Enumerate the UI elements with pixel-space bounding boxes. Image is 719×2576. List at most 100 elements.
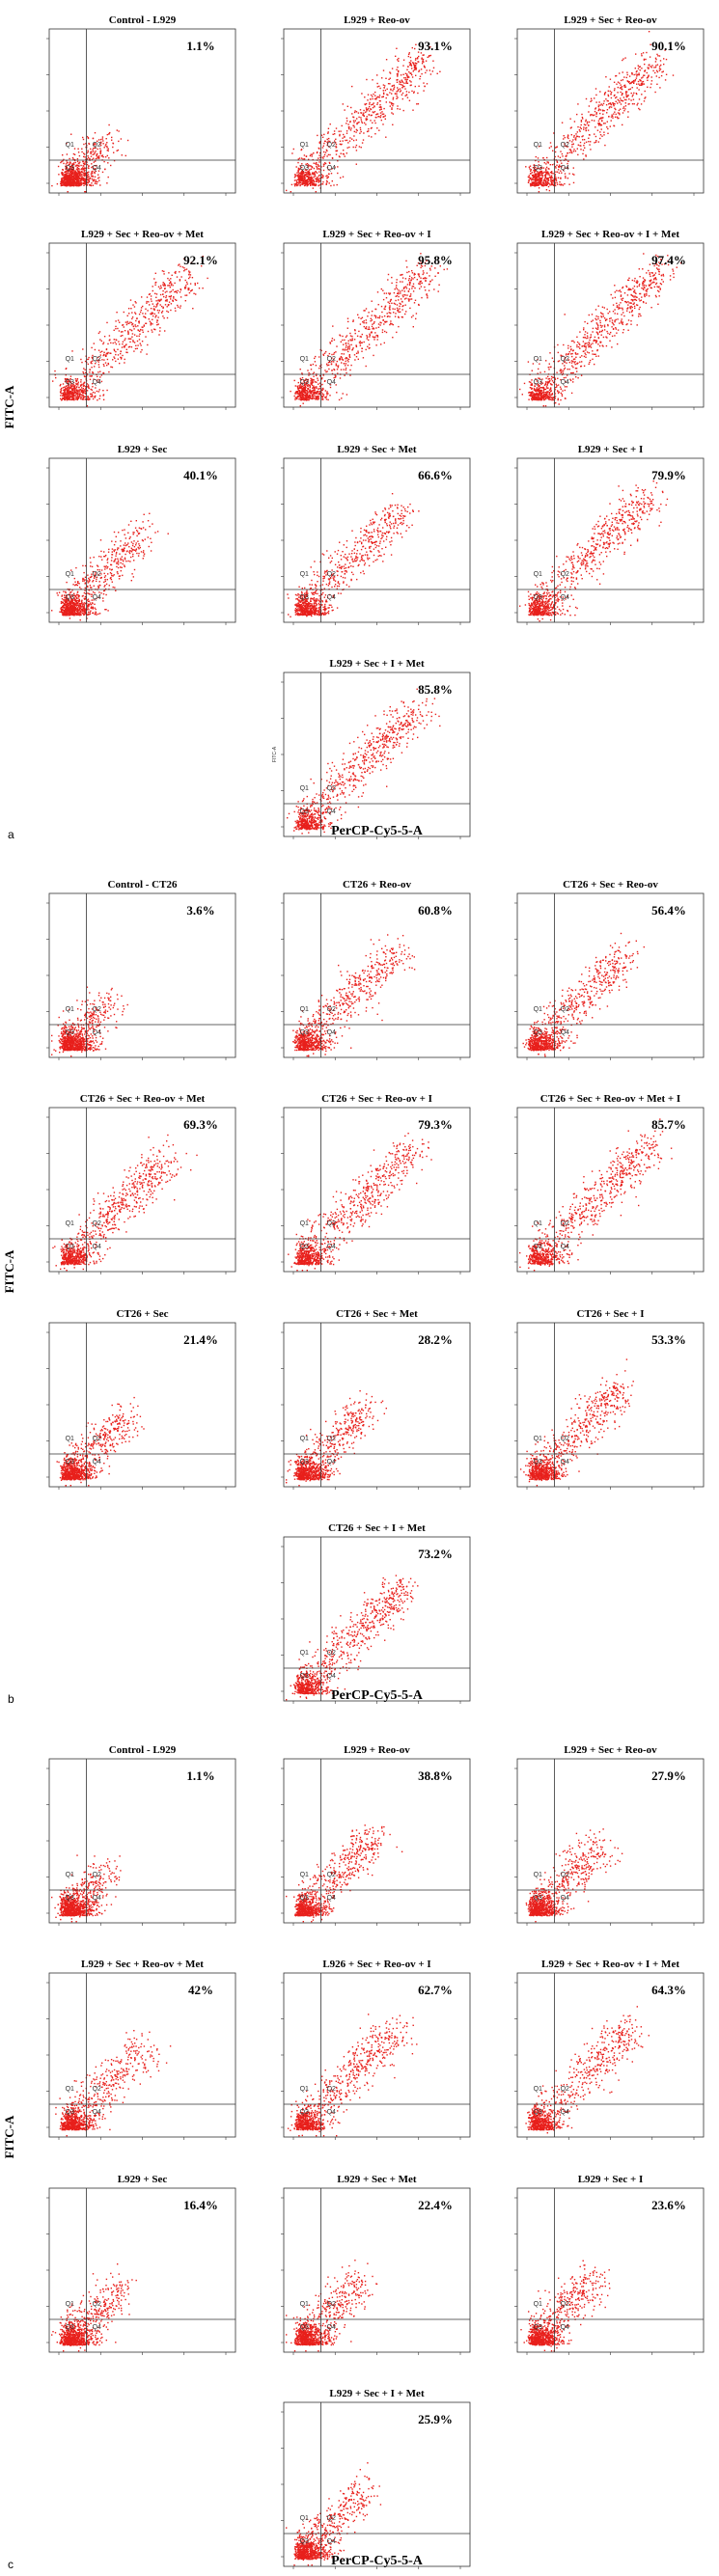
event-dot (84, 171, 85, 172)
event-dot (385, 90, 386, 91)
event-dot (364, 96, 365, 97)
event-dot (556, 180, 557, 181)
event-dot (569, 152, 570, 153)
event-dot (99, 339, 100, 340)
event-dot (357, 130, 358, 131)
event-dot (415, 63, 416, 64)
event-dot (132, 342, 133, 343)
event-dot (106, 146, 107, 147)
event-dot (314, 183, 315, 184)
event-dot (92, 386, 93, 387)
event-dot (81, 174, 82, 175)
percent-label: 1.1% (186, 39, 214, 53)
plot-title: Control - L929 (109, 14, 177, 26)
event-dot (551, 184, 552, 185)
event-dot (533, 179, 534, 180)
event-dot (639, 67, 640, 68)
event-dot (101, 359, 102, 360)
event-dot (70, 185, 71, 186)
event-dot (366, 109, 367, 110)
event-dot (542, 185, 543, 186)
quadrant-label-q4: Q4 (327, 165, 336, 172)
event-dot (375, 117, 376, 118)
event-dot (84, 191, 85, 192)
event-dot (81, 149, 82, 150)
event-dot (607, 122, 608, 123)
event-dot (403, 86, 404, 87)
event-dot (559, 184, 560, 185)
event-dot (98, 333, 99, 334)
event-dot (628, 103, 629, 104)
quadrant-label-q3: Q3 (300, 165, 309, 172)
event-dot (62, 397, 63, 398)
event-dot (184, 295, 185, 296)
event-dot (580, 149, 581, 150)
event-dot (139, 322, 140, 323)
event-dot (339, 156, 340, 157)
event-dot (317, 167, 318, 168)
event-dot (396, 94, 397, 95)
event-dot (394, 85, 395, 86)
event-dot (188, 278, 189, 279)
event-dot (411, 68, 412, 69)
event-dot (653, 67, 654, 68)
event-dot (381, 77, 382, 78)
event-dot (296, 182, 297, 183)
event-dot (81, 362, 82, 363)
event-dot (103, 143, 104, 144)
event-dot (118, 359, 119, 360)
event-dot (110, 165, 111, 166)
event-dot (173, 289, 174, 290)
event-dot (168, 272, 169, 273)
event-dot (375, 114, 376, 115)
event-dot (70, 183, 71, 184)
event-dot (93, 185, 94, 186)
event-dot (567, 161, 568, 162)
event-dot (612, 102, 613, 103)
event-dot (318, 176, 319, 177)
event-dot (602, 110, 603, 111)
event-dot (99, 389, 100, 390)
event-dot (383, 94, 384, 95)
event-dot (614, 90, 615, 91)
event-dot (601, 128, 602, 129)
event-dot (316, 191, 317, 192)
event-dot (75, 176, 76, 177)
event-dot (318, 168, 319, 169)
event-dot (293, 149, 294, 150)
event-dot (195, 285, 196, 286)
event-dot (310, 155, 311, 156)
event-dot (108, 133, 109, 134)
event-dot (80, 174, 81, 175)
event-dot (540, 182, 541, 183)
event-dot (95, 152, 96, 153)
event-dot (549, 183, 550, 184)
event-dot (301, 150, 302, 151)
event-dot (408, 56, 409, 57)
event-dot (111, 140, 112, 141)
event-dot (95, 179, 96, 180)
scatter-plot-2: L929 + Reo-ovQ1 Q2Q3 Q493.1% (281, 14, 470, 196)
event-dot (580, 127, 581, 128)
event-dot (621, 80, 622, 81)
event-dot (142, 341, 143, 342)
event-dot (637, 104, 638, 105)
event-dot (301, 176, 302, 177)
event-dot (295, 179, 296, 180)
event-dot (64, 177, 65, 178)
event-dot (383, 117, 384, 118)
event-dot (415, 75, 416, 76)
event-dot (573, 136, 574, 137)
event-dot (565, 137, 566, 138)
event-dot (660, 60, 661, 61)
event-dot (600, 109, 601, 110)
event-dot (90, 149, 91, 150)
event-dot (546, 178, 547, 179)
event-dot (610, 79, 611, 80)
event-dot (388, 83, 389, 84)
event-dot (588, 111, 589, 112)
event-dot (103, 354, 104, 355)
event-dot (294, 179, 295, 180)
event-dot (101, 351, 102, 352)
event-dot (147, 296, 148, 297)
